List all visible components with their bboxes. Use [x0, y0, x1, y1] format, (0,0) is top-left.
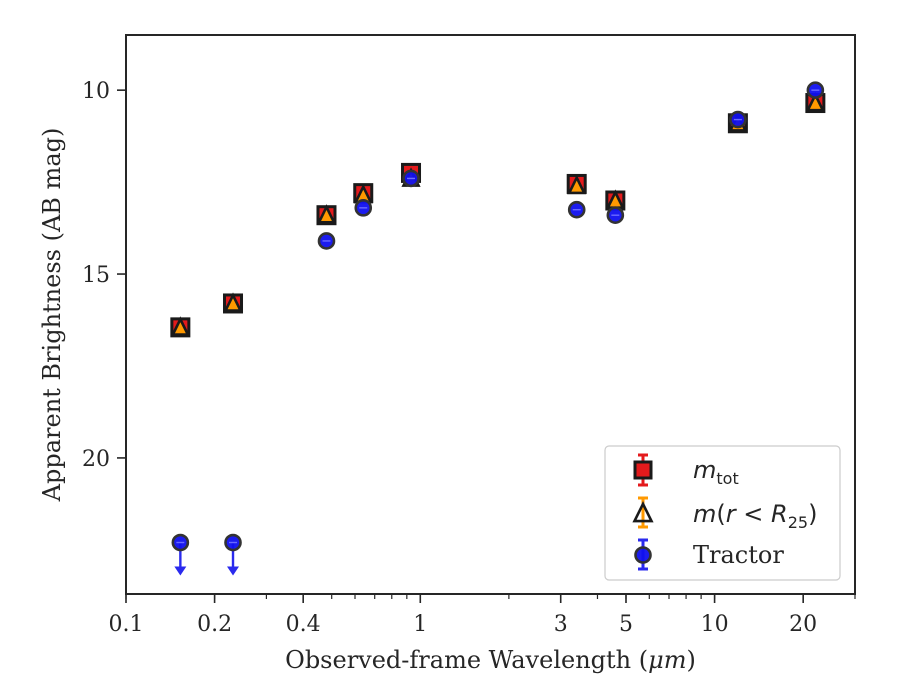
x-axis-label: Observed-frame Wavelength (μm)	[285, 646, 696, 674]
legend-mtot-main: m	[693, 456, 716, 484]
mr25-point	[316, 204, 337, 224]
legend-markers	[632, 453, 654, 571]
x-axis-label-unit: μm	[648, 646, 686, 674]
legend-mr25-main: m	[693, 500, 716, 528]
y-axis-label: Apparent Brightness (AB mag)	[38, 128, 66, 503]
y-tick-label: 10	[82, 79, 110, 104]
x-tick-label: 3	[554, 612, 568, 637]
legend-label-mr25: m(r < R25)	[693, 500, 817, 532]
legend-mr25-R: R	[771, 500, 788, 528]
x-axis-label-text: Observed-frame Wavelength (	[285, 646, 648, 674]
legend: mtot m(r < R25) Tractor	[604, 445, 841, 581]
x-tick-label: 0.1	[109, 612, 144, 637]
y-tick-label: 15	[82, 263, 110, 288]
x-tick-label: 0.4	[286, 612, 321, 637]
legend-mr25-paren-close: )	[808, 500, 817, 528]
legend-mr25-paren-open: (	[716, 500, 725, 528]
mr25-point	[567, 174, 587, 195]
x-tick-label: 1	[413, 612, 427, 637]
major-ticks: 0.1 0.2 0.4 1 3 5 10 20 10 15 20	[82, 79, 817, 637]
legend-mr25-sub: 25	[788, 513, 808, 532]
legend-marker-tractor	[634, 546, 652, 564]
x-tick-label: 5	[619, 612, 633, 637]
x-axis-label-close: )	[686, 646, 695, 674]
mr25-point	[223, 292, 243, 312]
legend-label-mtot: mtot	[693, 456, 739, 488]
x-tick-label: 0.2	[197, 612, 232, 637]
legend-mr25-var: r	[726, 500, 738, 528]
plot-frame	[125, 34, 856, 595]
legend-marker-mr25	[632, 500, 654, 523]
data-marks	[170, 81, 826, 576]
legend-box	[604, 445, 841, 581]
mr25-point	[170, 316, 190, 336]
x-tick-label: 20	[789, 612, 817, 637]
x-tick-label: 10	[701, 612, 729, 637]
legend-marker-mtot	[633, 460, 653, 480]
tractor-limit-arrowhead	[227, 566, 240, 576]
y-tick-label: 20	[82, 447, 110, 472]
legend-mr25-op: <	[736, 500, 771, 528]
legend-label-tractor: Tractor	[693, 541, 784, 569]
mr25-point	[805, 91, 825, 112]
tractor-limit-arrowhead	[174, 566, 187, 576]
legend-mtot-sub: tot	[716, 469, 738, 488]
